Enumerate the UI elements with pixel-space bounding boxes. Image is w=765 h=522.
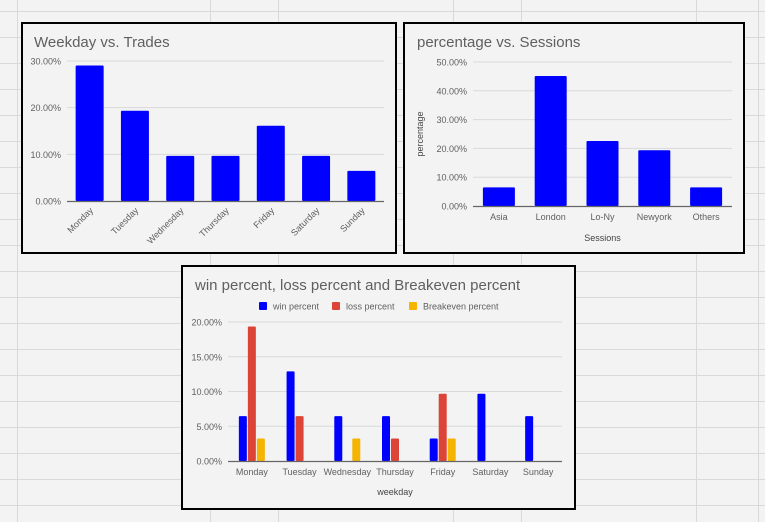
- win-loss-breakeven-chart[interactable]: win percent, loss percent and Breakeven …: [181, 265, 576, 510]
- x-tick-label: Newyork: [637, 212, 673, 222]
- y-tick-label: 20.00%: [191, 318, 222, 328]
- y-axis-title: percentage: [415, 111, 425, 156]
- chart-title: percentage vs. Sessions: [417, 34, 581, 51]
- x-tick-label: Wednesday: [145, 205, 186, 246]
- bar: [586, 140, 619, 206]
- y-tick-label: 10.00%: [30, 150, 61, 160]
- weekday-vs-trades-chart[interactable]: Weekday vs. Trades 0.00% 10.00% 20.00% 30.0…: [21, 22, 397, 254]
- y-tick-label: 20.00%: [436, 144, 467, 154]
- bar-breakeven-percent: [447, 438, 456, 461]
- x-tick-label: Saturday: [289, 205, 322, 238]
- chart-plot: 0.00% 10.00% 20.00% 30.00% 40.00% 50.00% Asia L…: [415, 58, 732, 243]
- x-tick-label: Asia: [490, 212, 508, 222]
- x-tick-label: Sunday: [523, 467, 554, 477]
- bar: [302, 155, 331, 201]
- legend-label: loss percent: [346, 302, 395, 312]
- percentage-vs-sessions-chart[interactable]: percentage vs. Sessions 0.00% 10.00% 20.00…: [403, 22, 745, 254]
- bar-win-percent: [334, 416, 343, 461]
- legend-swatch: [409, 302, 417, 310]
- bar-win-percent: [477, 393, 486, 461]
- legend-swatch: [259, 302, 267, 310]
- bar: [256, 125, 285, 201]
- x-tick-label: Monday: [65, 205, 95, 235]
- bar-loss-percent: [438, 393, 447, 461]
- y-tick-label: 0.00%: [196, 457, 222, 467]
- y-tick-label: 50.00%: [436, 58, 467, 68]
- y-tick-label: 10.00%: [436, 173, 467, 183]
- y-tick-label: 0.00%: [35, 197, 61, 207]
- x-tick-label: Saturday: [472, 467, 509, 477]
- y-tick-label: 10.00%: [191, 387, 222, 397]
- bar-win-percent: [238, 416, 247, 461]
- x-tick-label: Thursday: [376, 467, 414, 477]
- y-tick-label: 20.00%: [30, 103, 61, 113]
- bar-win-percent: [286, 371, 295, 461]
- chart-plot: 0.00% 5.00% 10.00% 15.00% 20.00% Monday Tuesda…: [191, 302, 562, 497]
- bar: [534, 75, 567, 206]
- y-tick-label: 30.00%: [30, 57, 61, 67]
- legend-label: win percent: [272, 302, 320, 312]
- x-tick-label: Monday: [236, 467, 269, 477]
- bar: [120, 110, 149, 201]
- y-tick-label: 0.00%: [441, 202, 467, 212]
- x-axis-title: Sessions: [584, 233, 621, 243]
- bar: [166, 155, 195, 201]
- bar: [75, 65, 104, 201]
- legend-label: Breakeven percent: [423, 302, 499, 312]
- chart-plot: 0.00% 10.00% 20.00% 30.00% Monday Tuesday Wedn…: [30, 57, 384, 246]
- chart-title: win percent, loss percent and Breakeven …: [195, 277, 521, 294]
- y-tick-label: 5.00%: [196, 422, 222, 432]
- bar-loss-percent: [295, 416, 304, 461]
- bar-loss-percent: [247, 326, 256, 461]
- x-tick-label: Others: [693, 212, 721, 222]
- x-tick-label: Thursday: [197, 205, 231, 239]
- bar-breakeven-percent: [352, 438, 361, 461]
- x-tick-label: Tuesday: [282, 467, 317, 477]
- x-tick-label: Sunday: [338, 205, 367, 234]
- x-tick-label: Lo-Ny: [590, 212, 615, 222]
- x-tick-label: Tuesday: [109, 205, 141, 237]
- y-tick-label: 30.00%: [436, 115, 467, 125]
- bar-loss-percent: [391, 438, 399, 461]
- y-tick-label: 40.00%: [436, 86, 467, 96]
- bar: [690, 187, 723, 206]
- x-tick-label: Friday: [251, 205, 276, 230]
- bar-win-percent: [525, 416, 534, 461]
- chart-title: Weekday vs. Trades: [34, 34, 170, 51]
- bar: [347, 170, 376, 201]
- legend-swatch: [332, 302, 340, 310]
- x-tick-label: London: [536, 212, 566, 222]
- x-tick-label: Wednesday: [324, 467, 372, 477]
- bar: [482, 187, 515, 206]
- y-tick-label: 15.00%: [191, 352, 222, 362]
- bar-win-percent: [382, 416, 390, 461]
- bar-breakeven-percent: [256, 438, 265, 461]
- x-axis-title: weekday: [376, 487, 413, 497]
- x-tick-label: Friday: [430, 467, 456, 477]
- bar: [211, 155, 240, 201]
- bar-win-percent: [429, 438, 438, 461]
- bar: [638, 150, 671, 206]
